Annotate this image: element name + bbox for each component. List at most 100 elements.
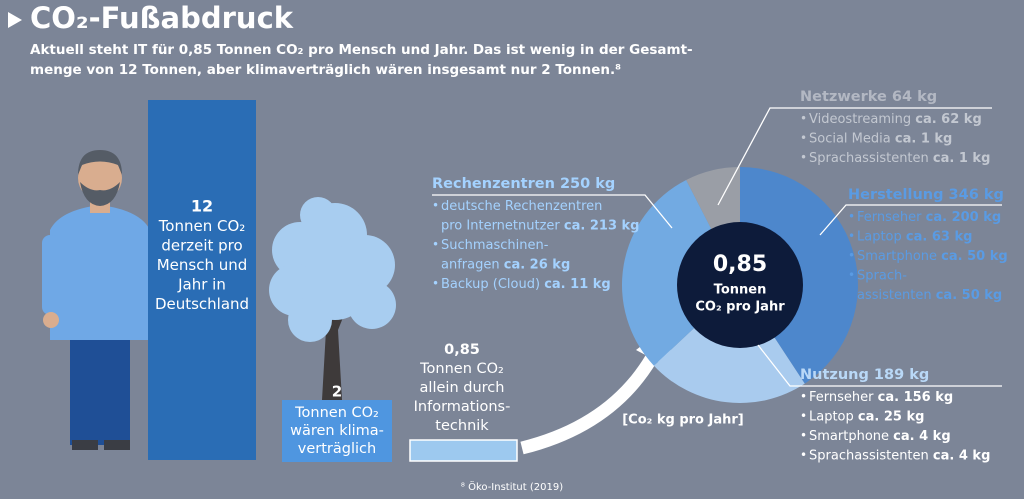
item-amount: ca. 4 kg [893, 429, 950, 444]
item-line: Sprachassistenten [809, 151, 929, 166]
item-text: pro Internetnutzer ca. 213 kg [441, 218, 639, 233]
item-amount: ca. 11 kg [544, 277, 611, 292]
leader-line [819, 204, 1002, 236]
item-line: pro Internetnutzer [441, 218, 560, 233]
germany-text: Tonnen CO₂ [158, 217, 246, 235]
germany-text: derzeit pro [161, 237, 242, 255]
item-text: Sprach- [857, 268, 907, 283]
item-text: Smartphone ca. 4 kg [809, 429, 951, 444]
item-text: Sprachassistenten ca. 1 kg [809, 151, 990, 166]
bullet: • [800, 131, 807, 145]
bullet: • [848, 249, 855, 263]
item-line: Laptop [809, 409, 854, 424]
item-line: Fernseher [809, 390, 874, 405]
item-line: assistenten [857, 288, 932, 303]
person-illustration [42, 150, 150, 450]
item-line: Smartphone [857, 249, 937, 264]
segment-label: Nutzung 189 kg [800, 367, 929, 383]
item-line: deutsche Rechenzentren [441, 199, 602, 214]
item-text: deutsche Rechenzentren [441, 199, 602, 214]
it-bar [409, 439, 518, 462]
bullet: • [432, 199, 439, 213]
title: CO₂-Fußabdruck [30, 1, 294, 35]
it-text: allein durch [420, 380, 505, 396]
item-amount: ca. 4 kg [933, 448, 990, 463]
bullet: • [800, 390, 807, 404]
item-amount: ca. 50 kg [936, 288, 1003, 303]
unit-note: [Co₂ kg pro Jahr] [622, 413, 744, 428]
footnote: ⁸ Öko-Institut (2019) [461, 480, 563, 493]
item-line: Smartphone [809, 429, 889, 444]
item-text: Sprachassistenten ca. 4 kg [809, 448, 990, 463]
segment-label: Herstellung 346 kg [848, 187, 1004, 203]
bullet: • [432, 277, 439, 291]
item-amount: ca. 1 kg [895, 131, 952, 146]
item-line: Fernseher [857, 210, 922, 225]
germany-text: 12 [191, 197, 213, 216]
item-amount: ca. 213 kg [564, 218, 640, 233]
bullet: • [800, 429, 807, 443]
item-line: Suchmaschinen- [441, 238, 549, 253]
item-amount: ca. 200 kg [926, 210, 1002, 225]
bullet: • [848, 210, 855, 224]
climate-box [282, 400, 392, 462]
item-amount: ca. 63 kg [906, 229, 973, 244]
item-text: Social Media ca. 1 kg [809, 131, 952, 146]
donut-segment [686, 167, 740, 237]
item-line: anfragen [441, 257, 500, 272]
leader-line [717, 107, 992, 206]
item-line: Sprachassistenten [809, 448, 929, 463]
donut-segment [653, 322, 805, 403]
item-text: Fernseher ca. 156 kg [809, 390, 953, 405]
item-text: Laptop ca. 63 kg [857, 229, 972, 244]
item-amount: ca. 156 kg [878, 390, 954, 405]
item-line: Social Media [809, 131, 891, 146]
item-text: Videostreaming ca. 62 kg [809, 112, 982, 127]
it-text: Informations- [414, 399, 511, 415]
climate-text: wären klima- [290, 423, 384, 439]
item-amount: ca. 62 kg [915, 112, 982, 127]
title-marker [8, 12, 22, 28]
item-amount: ca. 1 kg [933, 151, 990, 166]
item-text: Fernseher ca. 200 kg [857, 210, 1001, 225]
germany-text: Mensch und [157, 256, 248, 274]
item-amount: ca. 25 kg [858, 409, 925, 424]
item-text: Laptop ca. 25 kg [809, 409, 924, 424]
item-line: Videostreaming [809, 112, 911, 127]
it-text: technik [435, 418, 489, 434]
bullet: • [800, 151, 807, 165]
item-text: Backup (Cloud) ca. 11 kg [441, 277, 611, 292]
tree-illustration [269, 197, 396, 400]
bullet: • [848, 268, 855, 282]
item-line: Backup (Cloud) [441, 277, 540, 292]
bullet: • [432, 238, 439, 252]
item-line: Sprach- [857, 268, 907, 283]
subtitle-line: Aktuell steht IT für 0,85 Tonnen CO₂ pro… [30, 42, 693, 58]
bullet: • [848, 229, 855, 243]
item-amount: ca. 26 kg [504, 257, 571, 272]
item-line: Laptop [857, 229, 902, 244]
bullet: • [800, 448, 807, 462]
item-text: Suchmaschinen- [441, 238, 549, 253]
center-text: CO₂ pro Jahr [695, 300, 785, 315]
center-text: Tonnen [714, 283, 767, 298]
segment-label: Netzwerke 64 kg [800, 89, 937, 105]
it-text: Tonnen CO₂ [419, 361, 504, 377]
center-text: 0,85 [713, 252, 767, 277]
arrow [520, 348, 661, 455]
climate-value: 2 [332, 383, 342, 401]
leader-line [432, 194, 673, 229]
germany-text: Deutschland [155, 295, 249, 313]
germany-text: Jahr in [177, 276, 226, 294]
it-text: 0,85 [444, 342, 480, 358]
bullet: • [800, 409, 807, 423]
donut-center [677, 222, 803, 348]
germany-bar [148, 100, 256, 460]
item-text: Smartphone ca. 50 kg [857, 249, 1008, 264]
item-amount: ca. 50 kg [941, 249, 1008, 264]
leader-line [757, 344, 1002, 387]
item-text: assistenten ca. 50 kg [857, 288, 1002, 303]
bullet: • [800, 112, 807, 126]
